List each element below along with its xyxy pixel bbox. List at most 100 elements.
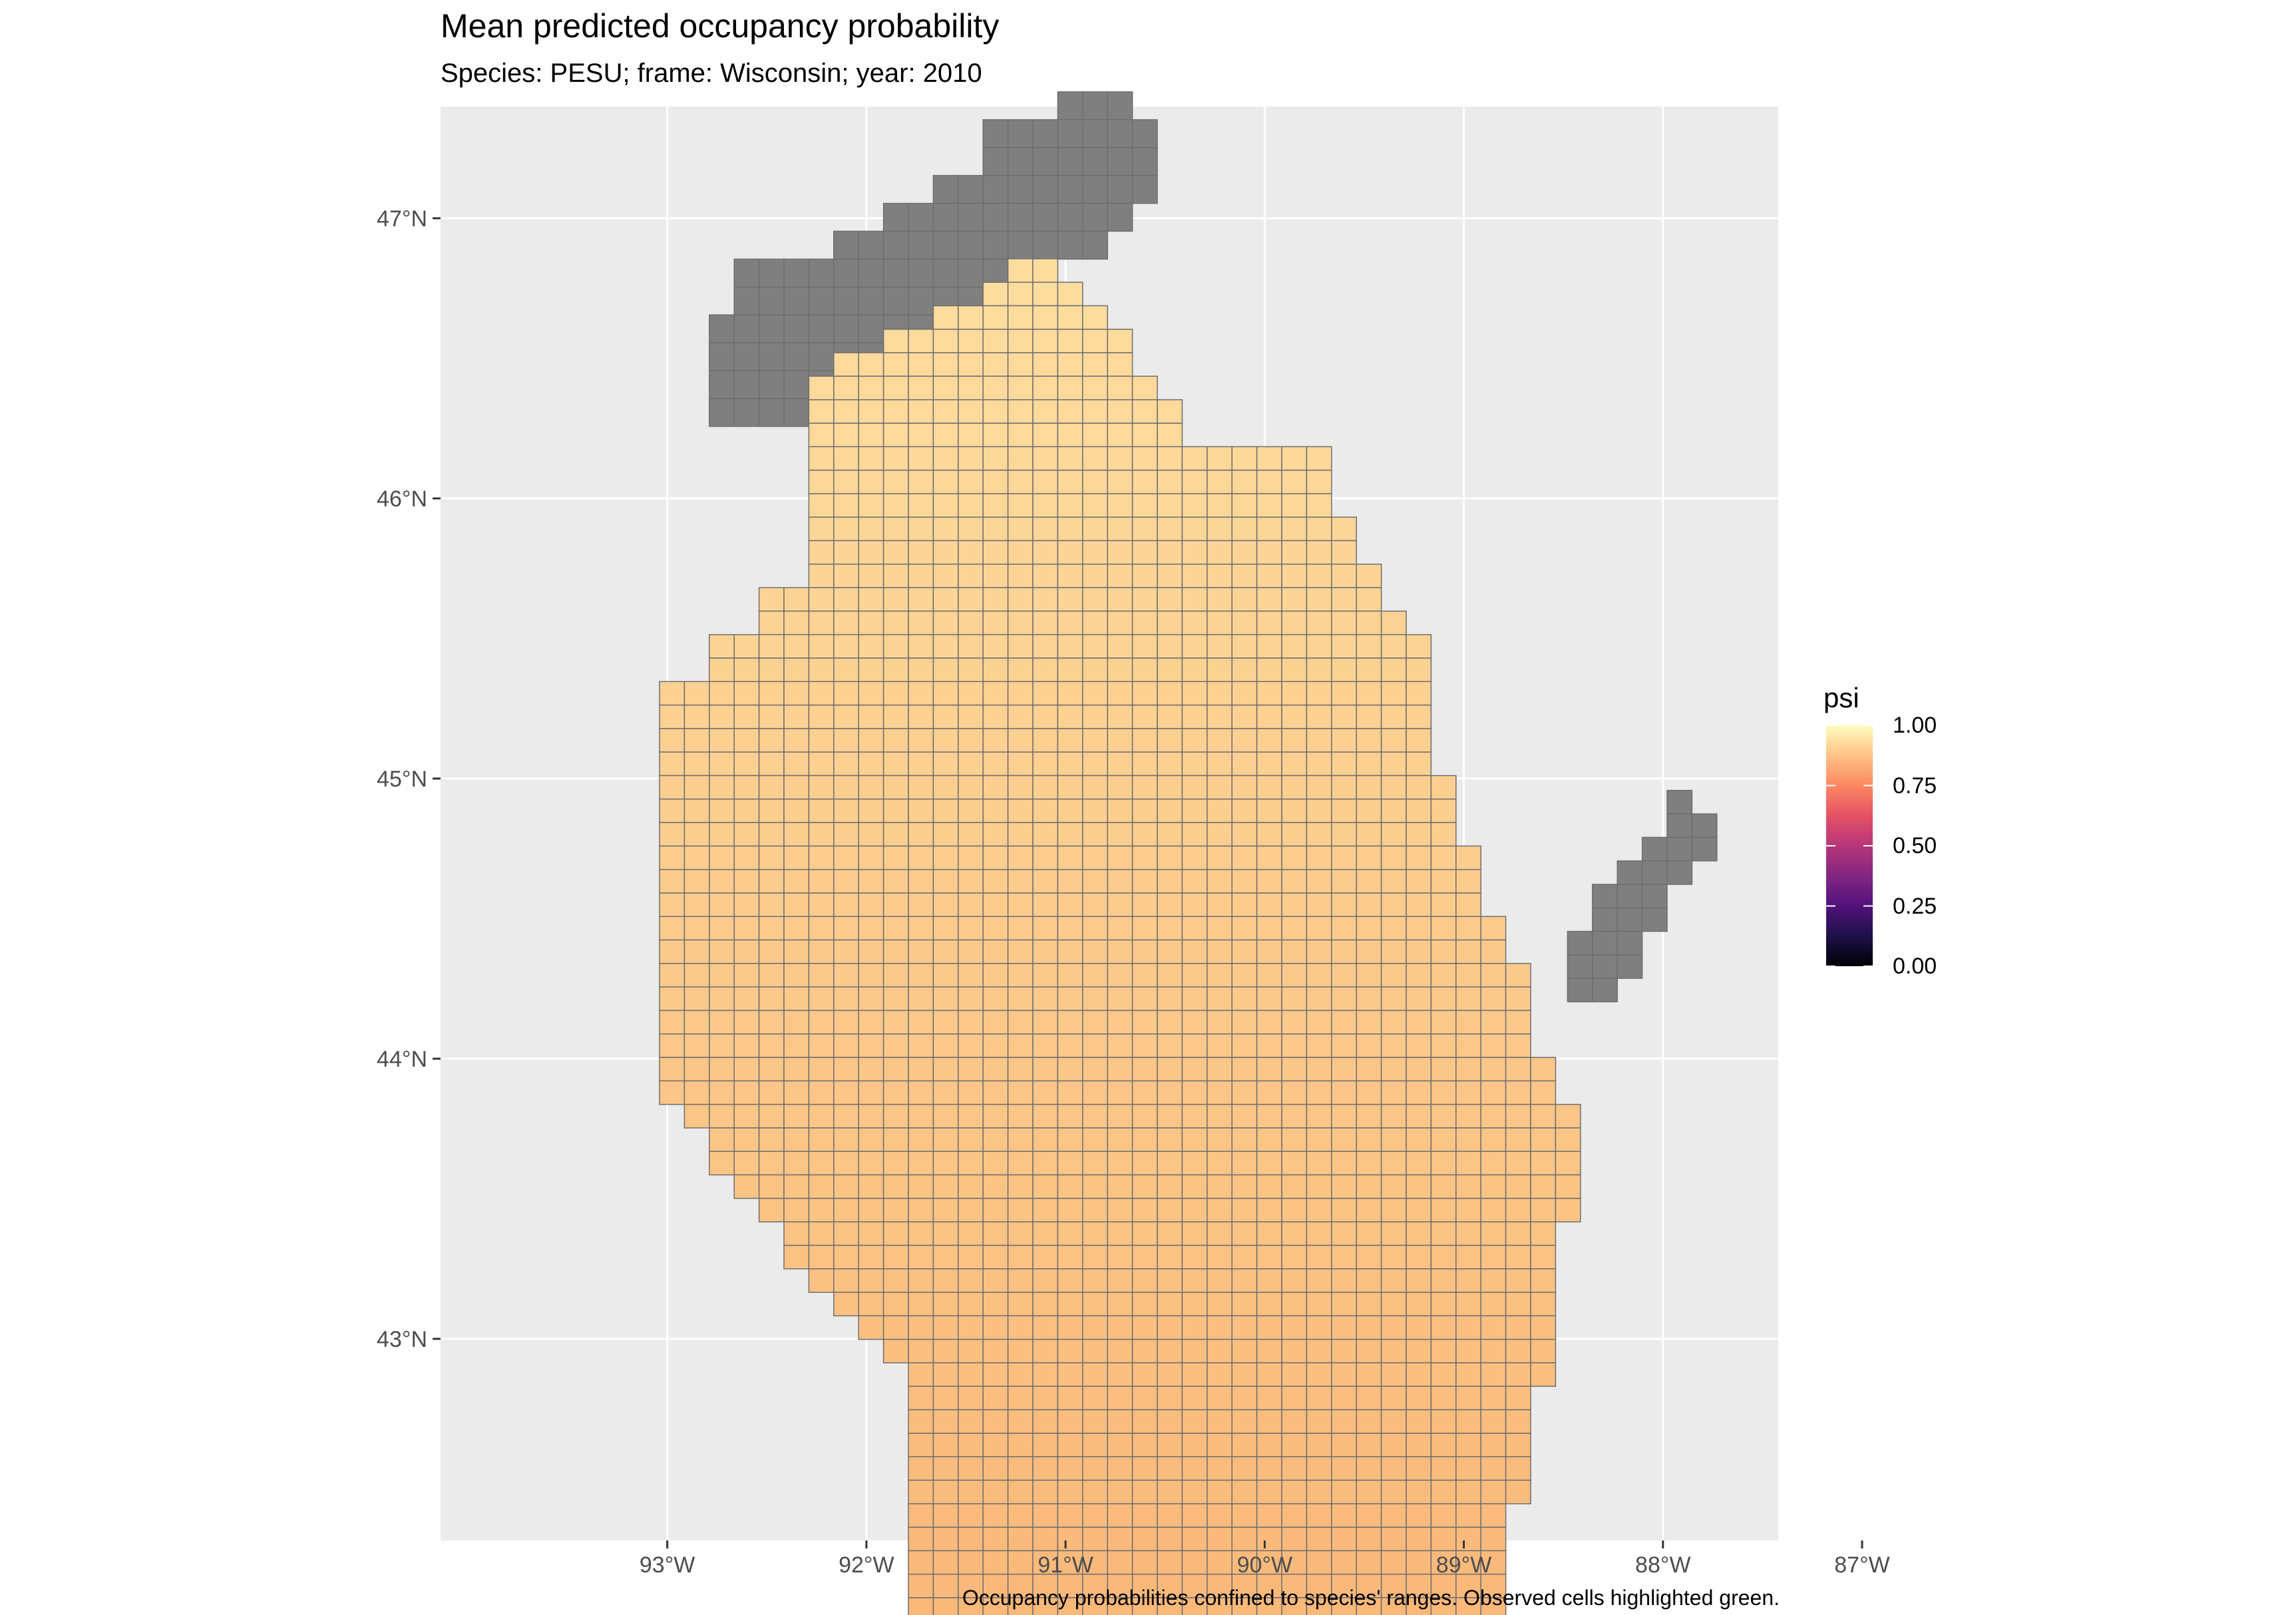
cell bbox=[1505, 1292, 1531, 1317]
cell bbox=[882, 1127, 909, 1153]
cell bbox=[932, 1315, 959, 1340]
cell-out-of-range bbox=[1641, 907, 1668, 932]
cell bbox=[882, 892, 909, 918]
cell bbox=[808, 540, 835, 565]
cell bbox=[808, 1033, 835, 1058]
cell bbox=[1331, 657, 1357, 683]
cell bbox=[1207, 892, 1233, 918]
cell bbox=[1007, 892, 1034, 918]
cell-out-of-range bbox=[783, 398, 810, 427]
cell bbox=[758, 1127, 785, 1153]
cell bbox=[1256, 1456, 1282, 1481]
cell bbox=[1107, 657, 1133, 683]
cell bbox=[1181, 1385, 1208, 1411]
cell bbox=[1331, 704, 1357, 729]
cell bbox=[1181, 1526, 1208, 1552]
cell bbox=[1082, 1057, 1108, 1082]
cell bbox=[1455, 1033, 1481, 1058]
cell bbox=[709, 916, 735, 941]
cell bbox=[833, 1268, 859, 1293]
cell bbox=[783, 633, 810, 659]
cell bbox=[1480, 1338, 1507, 1363]
cell bbox=[982, 540, 1009, 565]
cell bbox=[1430, 963, 1457, 987]
cell-out-of-range bbox=[733, 398, 760, 427]
cell bbox=[758, 610, 785, 635]
cell bbox=[733, 775, 760, 800]
cell bbox=[1157, 1362, 1183, 1387]
cell bbox=[1356, 728, 1382, 753]
cell bbox=[808, 375, 835, 401]
cell bbox=[1306, 493, 1332, 518]
cell bbox=[1157, 1503, 1183, 1528]
cell bbox=[1032, 1338, 1059, 1363]
cell bbox=[1356, 1057, 1382, 1082]
cell bbox=[1356, 1479, 1382, 1505]
cell bbox=[659, 1033, 685, 1058]
cell bbox=[1131, 1315, 1158, 1340]
cell bbox=[1157, 1433, 1183, 1457]
cell bbox=[1032, 633, 1059, 659]
cell bbox=[1157, 1127, 1183, 1153]
cell bbox=[858, 1268, 884, 1293]
cell bbox=[932, 1362, 959, 1387]
cell bbox=[758, 681, 785, 706]
cell bbox=[1281, 1456, 1308, 1481]
cell-out-of-range bbox=[858, 314, 884, 343]
cell bbox=[1057, 1409, 1083, 1434]
cell bbox=[932, 868, 959, 894]
cell-out-of-range bbox=[709, 314, 735, 343]
cell bbox=[1032, 1456, 1059, 1481]
cell bbox=[1007, 305, 1034, 330]
cell bbox=[1406, 1057, 1432, 1082]
cell bbox=[1306, 1057, 1332, 1082]
cell bbox=[958, 681, 984, 706]
cell bbox=[932, 939, 959, 964]
cell bbox=[1032, 1080, 1059, 1105]
cell bbox=[1057, 1338, 1083, 1363]
cell bbox=[1157, 1009, 1183, 1035]
cell bbox=[1032, 1503, 1059, 1528]
cell bbox=[733, 939, 760, 964]
cell bbox=[932, 775, 959, 800]
cell bbox=[1131, 1221, 1158, 1246]
cell bbox=[1480, 1503, 1507, 1528]
cell bbox=[758, 892, 785, 918]
cell bbox=[1107, 446, 1133, 471]
cell-out-of-range bbox=[758, 314, 785, 343]
cell bbox=[1555, 1103, 1581, 1129]
cell bbox=[709, 1080, 735, 1105]
cell bbox=[1207, 1268, 1233, 1293]
cell bbox=[1207, 704, 1233, 729]
cell bbox=[1331, 799, 1357, 823]
cell bbox=[1157, 399, 1183, 424]
cell bbox=[1057, 610, 1083, 635]
cell bbox=[1057, 986, 1083, 1011]
cell bbox=[1306, 1080, 1332, 1105]
cell bbox=[1231, 892, 1258, 918]
cell bbox=[1032, 939, 1059, 964]
cell bbox=[1131, 375, 1158, 401]
cell bbox=[1107, 892, 1133, 918]
cell bbox=[958, 822, 984, 847]
cell bbox=[1331, 564, 1357, 588]
cell bbox=[1256, 704, 1282, 729]
cell-out-of-range bbox=[833, 258, 859, 288]
cell bbox=[1505, 963, 1531, 987]
cell bbox=[1231, 799, 1258, 823]
cell bbox=[1107, 469, 1133, 494]
cell bbox=[1356, 1174, 1382, 1199]
cell bbox=[1505, 1221, 1531, 1246]
cell bbox=[1181, 493, 1208, 518]
cell bbox=[1455, 892, 1481, 918]
cell bbox=[783, 775, 810, 800]
cell bbox=[1331, 916, 1357, 941]
cell bbox=[1281, 1597, 1308, 1615]
cell bbox=[1430, 775, 1457, 800]
cell bbox=[783, 1198, 810, 1222]
cell bbox=[1331, 1268, 1357, 1293]
cell bbox=[1430, 986, 1457, 1011]
cell bbox=[1256, 868, 1282, 894]
cell bbox=[1082, 916, 1108, 941]
cell bbox=[908, 1268, 934, 1293]
